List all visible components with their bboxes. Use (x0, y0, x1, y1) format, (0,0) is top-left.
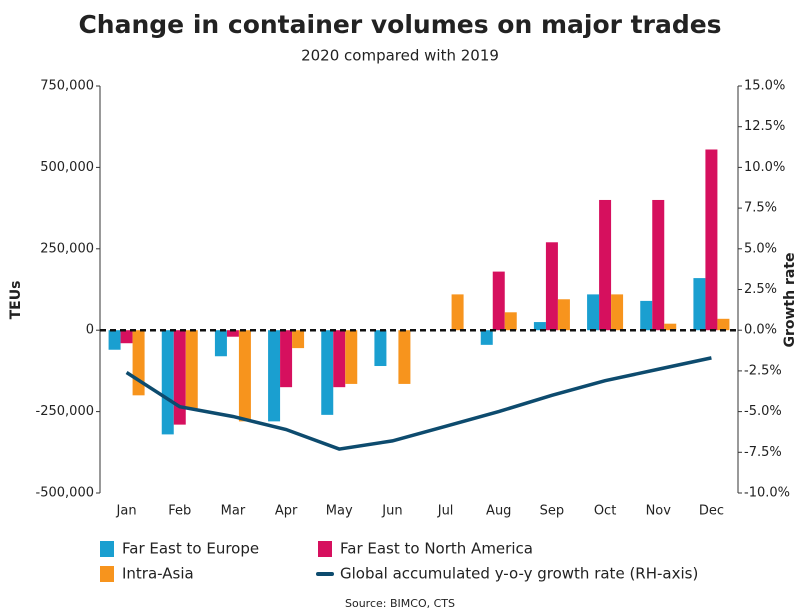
bar (268, 330, 281, 422)
x-tick-label: Sep (540, 504, 565, 519)
y2-tick-label: 10.0% (744, 160, 785, 175)
bar (533, 322, 546, 331)
y-tick-label: 0 (86, 323, 94, 338)
x-tick-label: Jun (381, 504, 402, 519)
y-tick-label: 750,000 (40, 79, 94, 94)
x-tick-label: Nov (646, 504, 672, 519)
bar (492, 271, 505, 331)
y-axis-label: TEUs (8, 281, 24, 320)
bar (214, 330, 227, 357)
legend-swatch (318, 541, 332, 557)
legend-swatch (100, 566, 114, 582)
y2-tick-label: 15.0% (744, 79, 785, 94)
y2-tick-label: 2.5% (744, 282, 777, 297)
bar (599, 199, 612, 331)
bar (185, 330, 198, 409)
bar (120, 330, 133, 344)
bar (226, 330, 239, 337)
bar (345, 330, 358, 384)
y2-axis-label: Growth rate (782, 252, 798, 347)
bar (161, 330, 174, 435)
bar (374, 330, 387, 367)
x-tick-label: Feb (168, 504, 191, 519)
x-tick-label: Mar (221, 504, 246, 519)
bar (451, 294, 464, 331)
bar (557, 299, 570, 331)
bar (504, 312, 517, 331)
y2-tick-label: -10.0% (744, 486, 790, 501)
y-tick-label: 500,000 (40, 160, 94, 175)
x-tick-label: Oct (594, 504, 616, 519)
x-tick-label: Aug (486, 504, 511, 519)
bar (238, 330, 251, 422)
bar (652, 199, 665, 331)
bar (587, 294, 600, 331)
y2-tick-label: 7.5% (744, 201, 777, 216)
x-tick-label: Dec (699, 504, 724, 519)
x-tick-label: Jul (437, 504, 454, 519)
bar (664, 323, 677, 331)
bar (611, 294, 624, 331)
bar (173, 330, 186, 425)
y-tick-label: -500,000 (36, 486, 94, 501)
bar (132, 330, 145, 396)
bar (705, 149, 718, 331)
x-tick-label: May (326, 504, 353, 519)
bar (280, 330, 293, 388)
bar (480, 330, 493, 345)
chart-subtitle: 2020 compared with 2019 (301, 47, 499, 65)
bar (640, 300, 653, 331)
bar (108, 330, 121, 350)
x-tick-label: Jan (116, 504, 137, 519)
legend-label: Intra-Asia (122, 565, 194, 583)
y2-tick-label: -7.5% (744, 445, 782, 460)
y2-tick-label: 0.0% (744, 323, 777, 338)
source: Source: BIMCO, CTS (345, 597, 455, 610)
legend-swatch (100, 541, 114, 557)
legend-label: Far East to Europe (122, 540, 259, 558)
bar (693, 278, 706, 331)
bar (717, 318, 730, 331)
y2-tick-label: 5.0% (744, 241, 777, 256)
legend-label: Far East to North America (340, 540, 533, 558)
x-tick-label: Apr (275, 504, 298, 519)
bar (292, 330, 305, 349)
bar (333, 330, 346, 388)
y2-tick-label: 12.5% (744, 119, 785, 134)
legend-label: Global accumulated y-o-y growth rate (RH… (340, 565, 698, 583)
y2-tick-label: -5.0% (744, 404, 782, 419)
bar (321, 330, 334, 415)
bar (545, 242, 558, 331)
y-tick-label: 250,000 (40, 241, 94, 256)
line (125, 356, 712, 451)
bar (398, 330, 411, 384)
y-tick-label: -250,000 (36, 404, 94, 419)
y2-tick-label: -2.5% (744, 363, 782, 378)
chart-title: Change in container volumes on major tra… (78, 10, 721, 39)
